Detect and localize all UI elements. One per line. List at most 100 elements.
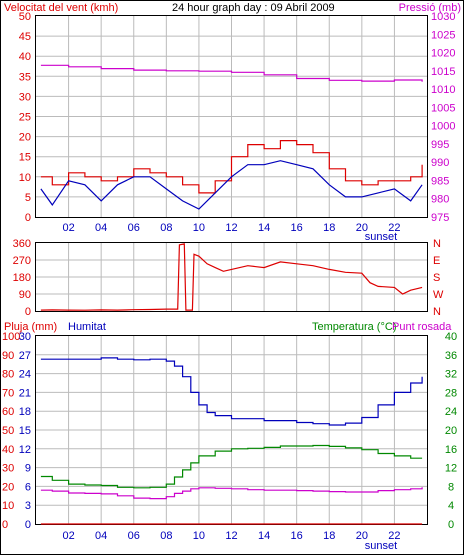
rain-tick: 70 xyxy=(2,387,14,399)
temperature-tick: 32 xyxy=(445,369,457,381)
chart-title: 24 hour graph day : 09 Abril 2009 xyxy=(172,2,335,14)
humidity-tick: 30 xyxy=(19,331,31,343)
x-tick-label-bottom: 22 xyxy=(388,530,400,542)
temperature-tick: 24 xyxy=(445,406,457,418)
x-tick-label-bottom: 06 xyxy=(128,530,140,542)
axis-tick-labels: 0202040406060808101012121414161618182020… xyxy=(2,11,457,542)
humidity-temp-series-1 xyxy=(40,357,423,426)
direction-compass-tick: S xyxy=(433,272,440,284)
wind-speed-tick: 45 xyxy=(19,31,31,43)
direction-degree-tick: 360 xyxy=(13,238,31,250)
x-tick-label-top: 22 xyxy=(388,222,400,234)
rain-tick: 10 xyxy=(2,500,14,512)
pressure-tick: 1005 xyxy=(431,102,455,114)
x-tick-label-top: 16 xyxy=(291,222,303,234)
humidity-tick: 15 xyxy=(19,425,31,437)
x-tick-label-top: 18 xyxy=(323,222,335,234)
wind-direction-series-0 xyxy=(40,243,423,311)
pressure-tick: 975 xyxy=(431,212,449,224)
gridlines xyxy=(36,16,427,524)
x-tick-label-top: 10 xyxy=(193,222,205,234)
direction-compass-tick: N xyxy=(433,238,441,250)
temperature-tick: 16 xyxy=(445,444,457,456)
wind-speed-tick: 50 xyxy=(19,11,31,23)
rain-tick: 100 xyxy=(2,331,20,343)
wind-pressure-series-0 xyxy=(40,140,423,194)
wind-speed-axis-label: Velocitat del vent (kmh) xyxy=(4,2,118,14)
wind-speed-tick: 40 xyxy=(19,51,31,63)
pressure-tick: 1025 xyxy=(431,29,455,41)
pressure-tick: 1000 xyxy=(431,121,455,133)
temperature-tick: 12 xyxy=(445,463,457,475)
x-tick-label-bottom: 20 xyxy=(356,530,368,542)
pressure-tick: 990 xyxy=(431,157,449,169)
pressure-axis-label: Pressió (mb) xyxy=(399,2,461,14)
rain-tick: 50 xyxy=(2,425,14,437)
humidity-temp-series-2 xyxy=(40,444,423,489)
sunset-label-bottom: sunset xyxy=(365,540,397,552)
humidity-tick: 6 xyxy=(25,481,31,493)
wind-speed-tick: 30 xyxy=(19,91,31,103)
temperature-tick: 28 xyxy=(445,387,457,399)
x-tick-label-top: 08 xyxy=(160,222,172,234)
pressure-tick: 1010 xyxy=(431,84,455,96)
temperature-tick: 8 xyxy=(448,481,454,493)
wind-pressure-series-1 xyxy=(40,160,423,210)
direction-compass-tick: N xyxy=(433,306,441,318)
temperature-tick: 4 xyxy=(448,500,454,512)
x-tick-label-top: 12 xyxy=(225,222,237,234)
wind-speed-tick: 15 xyxy=(19,152,31,164)
temperature-tick: 40 xyxy=(445,331,457,343)
rain-tick: 60 xyxy=(2,406,14,418)
pressure-tick: 1030 xyxy=(431,11,455,23)
wind-speed-tick: 5 xyxy=(25,192,31,204)
x-tick-label-top: 06 xyxy=(128,222,140,234)
humidity-label: Humitat xyxy=(68,321,106,333)
rain-tick: 30 xyxy=(2,463,14,475)
wind-speed-tick: 25 xyxy=(19,112,31,124)
rain-tick: 80 xyxy=(2,369,14,381)
x-tick-label-top: 14 xyxy=(258,222,270,234)
rain-tick: 90 xyxy=(2,350,14,362)
humidity-tick: 9 xyxy=(25,463,31,475)
temperature-label: Temperatura (°C) xyxy=(312,321,396,333)
wind-speed-tick: 0 xyxy=(25,212,31,224)
x-tick-label-bottom: 02 xyxy=(62,530,74,542)
humidity-tick: 21 xyxy=(19,387,31,399)
humidity-temp-series-3 xyxy=(40,487,423,500)
temperature-tick: 0 xyxy=(448,519,454,531)
wind-speed-tick: 35 xyxy=(19,71,31,83)
wind-speed-tick: 10 xyxy=(19,172,31,184)
humidity-tick: 24 xyxy=(19,369,31,381)
x-tick-label-bottom: 08 xyxy=(160,530,172,542)
rain-axis-label: Pluja (mm) xyxy=(4,321,57,333)
direction-compass-tick: W xyxy=(433,289,444,301)
wind-speed-tick: 20 xyxy=(19,132,31,144)
rain-tick: 0 xyxy=(2,519,8,531)
temperature-tick: 20 xyxy=(445,425,457,437)
sunset-label-top: sunset xyxy=(365,231,397,243)
x-tick-label-bottom: 04 xyxy=(95,530,107,542)
x-tick-label-bottom: 16 xyxy=(291,530,303,542)
direction-degree-tick: 0 xyxy=(25,306,31,318)
x-tick-label-bottom: 12 xyxy=(225,530,237,542)
humidity-tick: 0 xyxy=(25,519,31,531)
rain-tick: 40 xyxy=(2,444,14,456)
dew-point-label: Punt rosada xyxy=(392,321,452,333)
pressure-tick: 1020 xyxy=(431,48,455,60)
rain-tick: 20 xyxy=(2,481,14,493)
x-tick-label-top: 04 xyxy=(95,222,107,234)
pressure-tick: 985 xyxy=(431,175,449,187)
data-series xyxy=(40,64,423,525)
direction-degree-tick: 90 xyxy=(19,289,31,301)
humidity-tick: 12 xyxy=(19,444,31,456)
x-tick-label-top: 02 xyxy=(62,222,74,234)
pressure-tick: 980 xyxy=(431,194,449,206)
x-tick-label-bottom: 10 xyxy=(193,530,205,542)
direction-degree-tick: 270 xyxy=(13,255,31,267)
temperature-tick: 36 xyxy=(445,350,457,362)
direction-degree-tick: 180 xyxy=(13,272,31,284)
direction-compass-tick: E xyxy=(433,255,440,267)
pressure-tick: 1015 xyxy=(431,66,455,78)
